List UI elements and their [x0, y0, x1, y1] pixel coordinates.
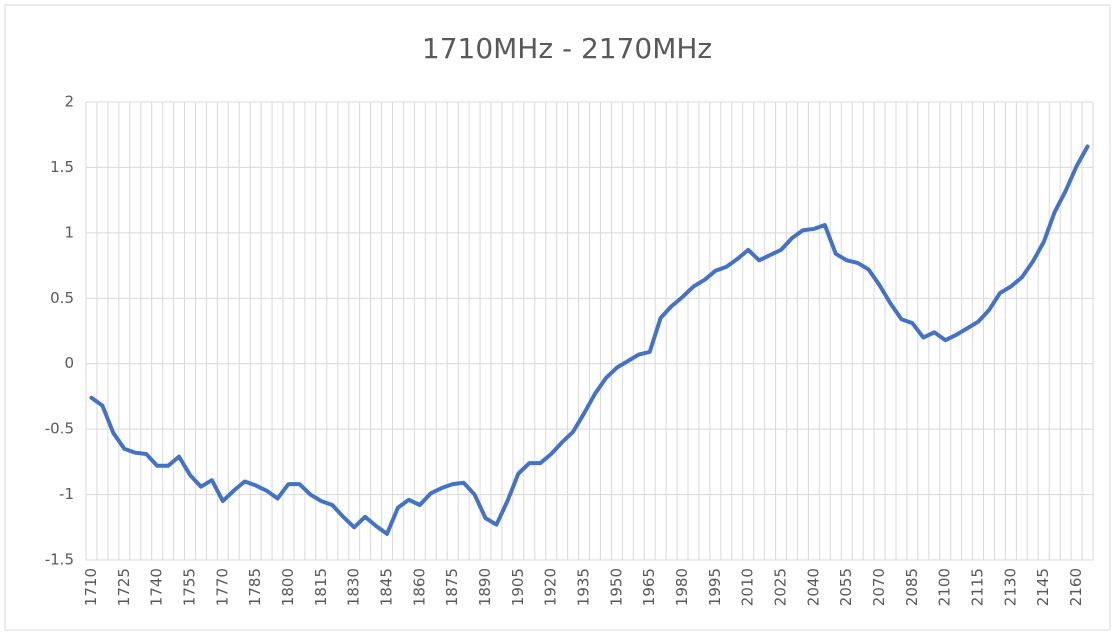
x-tick-label: 1890	[476, 568, 494, 606]
x-tick-label: 2040	[804, 568, 822, 606]
x-tick-label: 2160	[1067, 568, 1085, 606]
x-tick-label: 2115	[969, 568, 987, 606]
x-tick-label: 1905	[509, 568, 527, 606]
y-tick-label: -1	[59, 485, 74, 503]
x-tick-label: 2055	[837, 568, 855, 606]
x-tick-label: 2010	[739, 568, 757, 606]
chart-border	[4, 4, 1111, 631]
data-line	[89, 144, 1090, 536]
x-tick-label: 1725	[115, 568, 133, 606]
y-tick-label: 0	[64, 354, 74, 372]
x-tick-label: 1920	[542, 568, 560, 606]
y-tick-label: 0.5	[50, 289, 74, 307]
y-tick-label: 1.5	[50, 158, 74, 176]
y-tick-label: 1	[64, 223, 74, 241]
x-tick-label: 2145	[1034, 568, 1052, 606]
x-tick-label: 1770	[213, 568, 231, 606]
x-tick-label: 1935	[575, 568, 593, 606]
x-tick-label: 1755	[180, 568, 198, 606]
x-tick-label: 1740	[148, 568, 166, 606]
x-tick-label: 1995	[706, 568, 724, 606]
y-tick-label: -1.5	[45, 551, 74, 569]
x-tick-label: 2025	[772, 568, 790, 606]
x-tick-label: 1980	[673, 568, 691, 606]
x-tick-label: 1710	[82, 568, 100, 606]
x-tick-label: 1815	[312, 568, 330, 606]
x-tick-label: 1785	[246, 568, 264, 606]
chart-title: 1710MHz - 2170MHz	[422, 32, 712, 65]
x-tick-label: 1950	[607, 568, 625, 606]
x-tick-label: 1845	[378, 568, 396, 606]
x-tick-label: 2085	[903, 568, 921, 606]
y-tick-label: 2	[64, 93, 74, 111]
x-tick-label: 2130	[1001, 568, 1019, 606]
x-tick-label: 2100	[936, 568, 954, 606]
y-tick-label: -0.5	[45, 420, 74, 438]
x-tick-label: 1965	[640, 568, 658, 606]
x-tick-label: 1800	[279, 568, 297, 606]
x-tick-label: 1860	[410, 568, 428, 606]
x-tick-label: 1830	[345, 568, 363, 606]
x-tick-label: 1875	[443, 568, 461, 606]
x-tick-label: 2070	[870, 568, 888, 606]
